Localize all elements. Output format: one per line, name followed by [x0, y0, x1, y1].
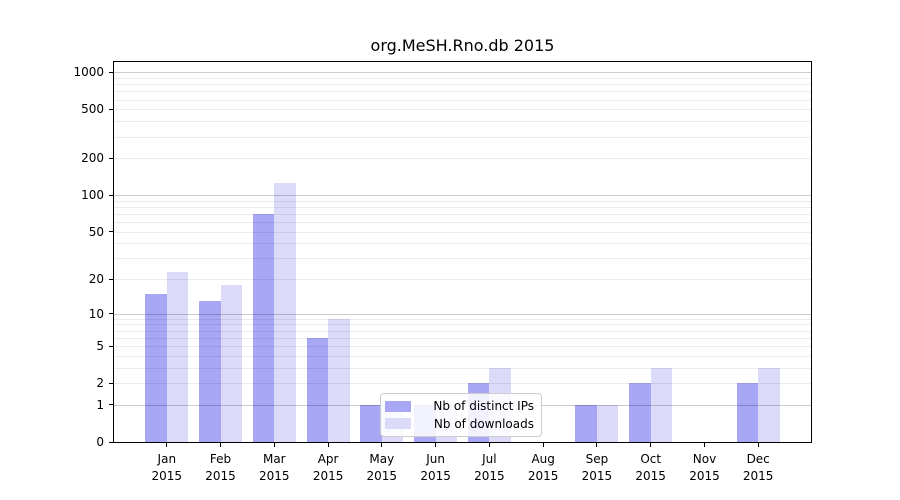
y-tick-mark-100	[109, 194, 113, 196]
bar-ips-sep	[575, 404, 597, 442]
bar-ips-dec	[736, 383, 759, 442]
y-tick-label-1000: 1000	[73, 65, 104, 80]
bar-ips-oct	[629, 383, 651, 442]
x-tick-mark-jun	[435, 443, 437, 447]
x-tick-mark-aug	[542, 443, 544, 447]
x-tick-label-mar: Mar 2015	[259, 452, 290, 483]
x-tick-mark-mar	[273, 443, 275, 447]
bar-downloads-feb	[220, 284, 242, 442]
gridline-10	[114, 313, 811, 315]
chart-title: org.MeSH.Rno.db 2015	[370, 36, 555, 55]
gridline-100	[114, 195, 811, 197]
x-tick-label-oct: Oct 2015	[635, 452, 666, 483]
gridline-500	[114, 109, 811, 111]
x-tick-label-may: May 2015	[366, 452, 398, 483]
gridline-9	[114, 318, 811, 320]
gridline-2	[114, 383, 811, 385]
y-tick-label-50: 50	[88, 224, 104, 239]
bar-ips-may	[360, 404, 382, 442]
bar-ips-jan	[145, 293, 167, 442]
y-tick-mark-50	[109, 231, 113, 233]
legend-swatch-downloads	[385, 418, 411, 430]
gridline-20	[114, 279, 811, 281]
gridline-1000	[114, 72, 811, 74]
y-tick-mark-2	[109, 382, 113, 384]
y-tick-label-100: 100	[81, 188, 104, 203]
y-tick-label-10: 10	[88, 306, 104, 321]
gridline-5	[114, 346, 811, 348]
y-tick-label-200: 200	[81, 151, 104, 166]
gridline-70	[114, 213, 811, 215]
x-tick-label-dec: Dec 2015	[742, 452, 774, 483]
x-tick-mark-jul	[488, 443, 490, 447]
y-tick-mark-1000	[109, 71, 113, 73]
gridline-200	[114, 158, 811, 160]
x-tick-mark-apr	[327, 443, 329, 447]
y-tick-mark-0	[109, 441, 113, 443]
x-tick-mark-jan	[166, 443, 168, 447]
bar-downloads-jan	[166, 272, 189, 442]
bar-ips-mar	[252, 213, 275, 442]
x-tick-label-nov: Nov 2015	[689, 452, 720, 483]
x-tick-mark-nov	[704, 443, 705, 447]
bar-downloads-mar	[274, 183, 296, 442]
x-tick-label-jan: Jan 2015	[151, 452, 183, 483]
y-tick-mark-10	[109, 313, 113, 315]
x-tick-label-sep: Sep 2015	[581, 452, 613, 483]
x-tick-mark-sep	[596, 443, 598, 447]
bar-ips-feb	[199, 300, 221, 442]
gridline-3	[114, 367, 811, 369]
x-tick-mark-may	[381, 443, 383, 447]
legend-item-distinct-ips: Nb of distinct IPs	[385, 399, 534, 413]
gridline-8	[114, 324, 811, 326]
gridline-900	[114, 78, 811, 79]
gridline-80	[114, 206, 811, 208]
y-tick-label-2: 2	[96, 376, 104, 391]
y-tick-label-1: 1	[96, 397, 104, 412]
x-tick-label-jun: Jun 2015	[420, 452, 451, 483]
x-tick-label-jul: Jul 2015	[474, 452, 505, 483]
gridline-400	[114, 121, 811, 123]
y-tick-label-500: 500	[81, 102, 104, 117]
legend-label-distinct-ips: Nb of distinct IPs	[433, 399, 534, 414]
plot-area	[113, 61, 812, 443]
y-tick-mark-500	[109, 108, 113, 110]
x-tick-mark-oct	[650, 443, 652, 447]
y-tick-label-0: 0	[96, 435, 104, 449]
gridline-4	[114, 355, 811, 357]
legend-swatch-distinct-ips	[385, 400, 411, 412]
bar-downloads-oct	[650, 367, 673, 442]
bar-downloads-apr	[328, 318, 350, 442]
x-tick-label-apr: Apr 2015	[312, 452, 344, 483]
gridline-300	[114, 136, 811, 138]
y-tick-mark-200	[109, 157, 113, 159]
gridline-6	[114, 337, 811, 339]
gridline-40	[114, 243, 811, 245]
legend: Nb of distinct IPs Nb of downloads	[380, 393, 542, 437]
gridline-700	[114, 91, 811, 93]
x-tick-label-aug: Aug 2015	[527, 452, 559, 483]
y-tick-mark-1	[109, 404, 113, 406]
y-tick-label-5: 5	[96, 339, 104, 354]
gridline-600	[114, 99, 811, 101]
x-tick-mark-feb	[220, 443, 221, 447]
y-tick-mark-5	[109, 345, 113, 347]
legend-item-downloads: Nb of downloads	[385, 417, 534, 431]
x-tick-label-feb: Feb 2015	[205, 452, 236, 483]
gridline-800	[114, 84, 811, 86]
gridline-30	[114, 258, 811, 260]
legend-label-downloads: Nb of downloads	[433, 416, 534, 431]
bar-ips-apr	[306, 337, 329, 442]
gridline-50	[114, 231, 811, 233]
x-tick-mark-dec	[757, 443, 759, 447]
bar-downloads-sep	[596, 404, 619, 442]
bar-downloads-dec	[758, 367, 780, 442]
gridline-60	[114, 222, 811, 223]
y-tick-mark-20	[109, 278, 113, 280]
y-tick-label-20: 20	[88, 272, 104, 287]
gridline-90	[114, 200, 811, 202]
gridline-7	[114, 330, 811, 332]
